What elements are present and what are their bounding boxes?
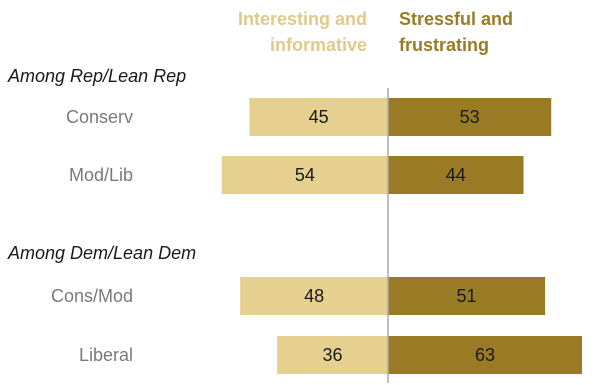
bar-stressful-cons-mod <box>388 277 546 315</box>
category-label-conserv: Conserv <box>66 107 133 127</box>
value-label-stressful-liberal: 63 <box>475 345 495 365</box>
bar-interesting-conserv <box>249 98 388 136</box>
bar-stressful-liberal <box>388 336 583 374</box>
value-label-stressful-mod-lib: 44 <box>446 165 466 185</box>
value-label-interesting-liberal: 36 <box>323 345 343 365</box>
value-label-interesting-conserv: 45 <box>309 107 329 127</box>
category-label-cons-mod: Cons/Mod <box>51 286 133 306</box>
value-label-interesting-mod-lib: 54 <box>295 165 315 185</box>
labels-layer: 45 53 Conserv 54 44 Mod/Lib 48 51 Cons/Mod 36 63 Li… <box>51 107 495 365</box>
value-label-stressful-cons-mod: 51 <box>457 286 477 306</box>
value-label-stressful-conserv: 53 <box>460 107 480 127</box>
bars-layer <box>221 98 583 374</box>
bar-stressful-mod-lib <box>388 156 524 194</box>
bar-interesting-liberal <box>277 336 388 374</box>
bar-stressful-conserv <box>388 98 552 136</box>
legend-interesting-line2: informative <box>270 35 367 55</box>
category-label-mod-lib: Mod/Lib <box>69 165 133 185</box>
legend-interesting-line1: Interesting and <box>238 9 367 29</box>
legend-stressful-line2: frustrating <box>399 35 489 55</box>
group-label-dem: Among Dem/Lean Dem <box>7 243 196 263</box>
bar-interesting-cons-mod <box>240 277 388 315</box>
bar-interesting-mod-lib <box>221 156 388 194</box>
category-label-liberal: Liberal <box>79 345 133 365</box>
value-label-interesting-cons-mod: 48 <box>304 286 324 306</box>
legend-stressful-line1: Stressful and <box>399 9 513 29</box>
group-label-rep: Among Rep/Lean Rep <box>7 66 186 86</box>
